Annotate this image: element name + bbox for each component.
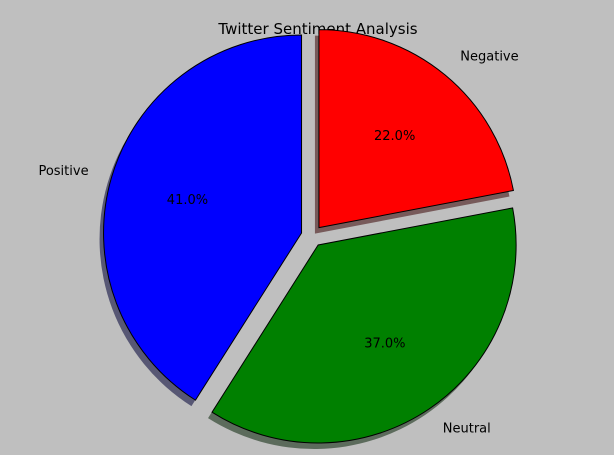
pie-slice-negative <box>318 29 515 229</box>
pie-slice-positive <box>103 34 303 401</box>
chart-title: Twitter Sentiment Analysis <box>217 20 417 38</box>
slice-label-positive: Positive <box>38 164 88 179</box>
slice-layer <box>103 29 517 444</box>
slice-percent-neutral: 37.0% <box>364 336 405 351</box>
pie-slice-neutral <box>211 207 517 444</box>
slice-percent-positive: 41.0% <box>167 193 208 208</box>
slice-percent-negative: 22.0% <box>374 129 415 144</box>
slice-label-negative: Negative <box>460 50 518 65</box>
label-layer: Positive 41.0% Neutral 37.0% Negative 22.0% <box>38 50 518 437</box>
slice-label-neutral: Neutral <box>443 421 491 436</box>
